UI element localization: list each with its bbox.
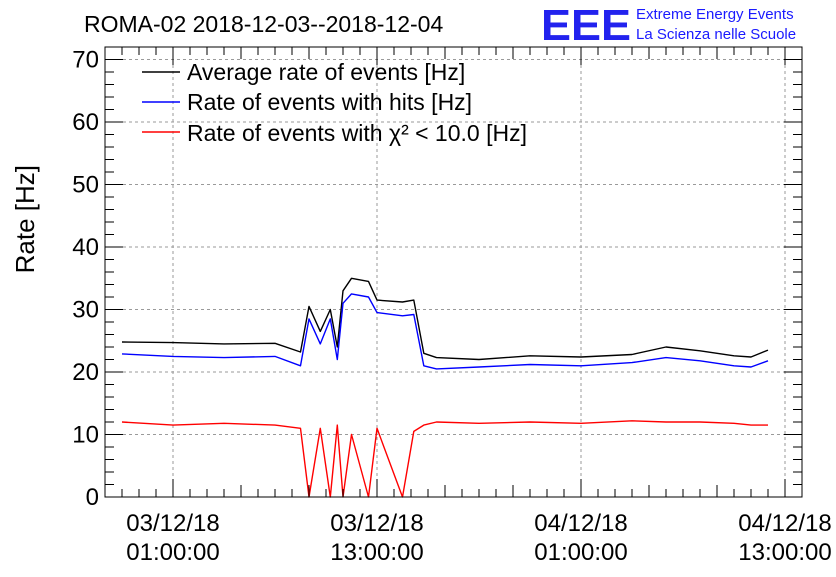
legend-label-hits: Rate of events with hits [Hz] <box>187 89 472 115</box>
y-tick-label: 50 <box>72 172 99 199</box>
y-tick-label: 0 <box>86 484 99 511</box>
legend-entry-chi2: Rate of events with χ² < 10.0 [Hz] <box>142 120 527 146</box>
x-tick-labels: 03/12/1801:00:0003/12/1813:00:0004/12/18… <box>126 510 831 566</box>
series-line-average <box>121 277 769 361</box>
x-tick-label-date: 03/12/18 <box>330 510 423 537</box>
y-axis-label: Rate [Hz] <box>10 165 40 273</box>
eee-logo-letters: EEE <box>541 1 631 50</box>
series-layer <box>121 277 769 498</box>
grid-lines <box>105 47 802 497</box>
x-tick-label-date: 04/12/18 <box>738 510 831 537</box>
x-tick-label-time: 13:00:00 <box>330 539 423 566</box>
legend-entry-hits: Rate of events with hits [Hz] <box>142 89 472 115</box>
eee-logo-line2: La Scienza nelle Scuole <box>636 26 796 43</box>
series-line-hits <box>121 293 769 370</box>
y-tick-label: 10 <box>72 422 99 449</box>
legend-label-chi2: Rate of events with χ² < 10.0 [Hz] <box>187 120 527 146</box>
x-tick-label-date: 04/12/18 <box>534 510 627 537</box>
x-tick-label-time: 01:00:00 <box>534 539 627 566</box>
y-tick-labels: 0 10 20 30 40 50 60 70 <box>72 47 99 512</box>
y-tick-label: 40 <box>72 234 99 261</box>
x-tick-label-time: 01:00:00 <box>126 539 219 566</box>
x-tick-label-time: 13:00:00 <box>738 539 831 566</box>
chart-title: ROMA-02 2018-12-03--2018-12-04 <box>84 11 443 37</box>
legend: Average rate of events [Hz] Rate of even… <box>142 59 527 146</box>
y-tick-label: 70 <box>72 47 99 74</box>
eee-logo: EEE Extreme Energy Events La Scienza nel… <box>541 1 796 50</box>
y-tick-label: 30 <box>72 297 99 324</box>
legend-entry-average: Average rate of events [Hz] <box>142 59 465 85</box>
y-tick-label: 60 <box>72 109 99 136</box>
series-line-chi2 <box>121 420 768 498</box>
x-tick-label-date: 03/12/18 <box>126 510 219 537</box>
legend-label-average: Average rate of events [Hz] <box>187 59 465 85</box>
eee-logo-line1: Extreme Energy Events <box>636 6 794 23</box>
y-tick-label: 20 <box>72 359 99 386</box>
axis-ticks <box>104 46 803 498</box>
